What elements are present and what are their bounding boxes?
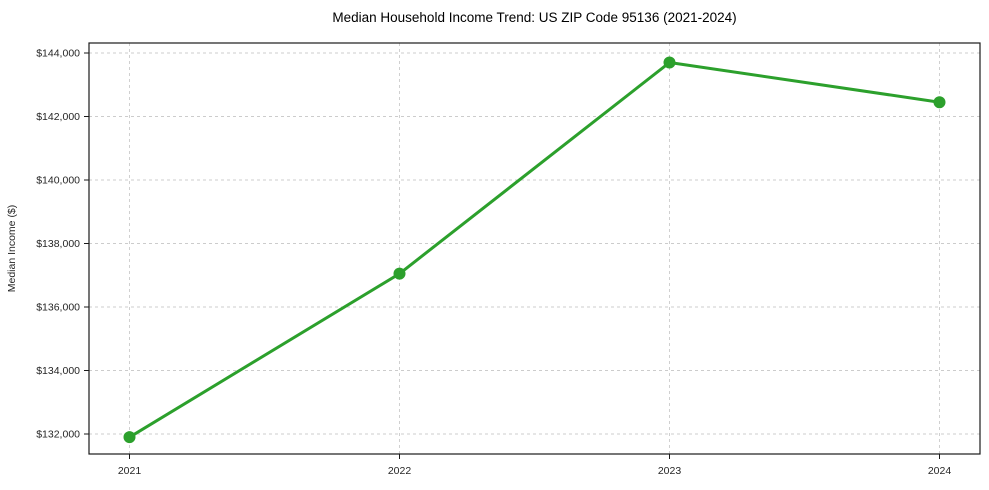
data-series	[123, 56, 946, 444]
y-tick-label: $144,000	[36, 48, 80, 60]
x-tick-label: 2023	[658, 465, 682, 477]
x-tick-label: 2024	[928, 465, 952, 477]
plot-border	[88, 42, 981, 455]
trend-line	[128, 61, 941, 439]
chart-title: Median Household Income Trend: US ZIP Co…	[332, 10, 736, 25]
x-tick-label: 2022	[388, 465, 412, 477]
y-tick-label: $136,000	[36, 302, 80, 314]
y-tick-label: $138,000	[36, 238, 80, 250]
y-tick-label: $142,000	[36, 111, 80, 123]
data-point-marker	[123, 431, 136, 444]
axis-ticks: $132,000 $134,000 $136,000 $138,000 $140,000…	[36, 48, 951, 477]
y-tick-label: $134,000	[36, 365, 80, 377]
y-tick-label: $132,000	[36, 429, 80, 441]
y-tick-label: $140,000	[36, 175, 80, 187]
data-point-marker	[393, 267, 406, 280]
data-point-marker	[933, 96, 946, 109]
x-tick-label: 2021	[118, 465, 142, 477]
data-point-marker	[663, 56, 676, 69]
y-axis-label: Median Income ($)	[6, 205, 18, 293]
gridlines	[89, 43, 980, 454]
